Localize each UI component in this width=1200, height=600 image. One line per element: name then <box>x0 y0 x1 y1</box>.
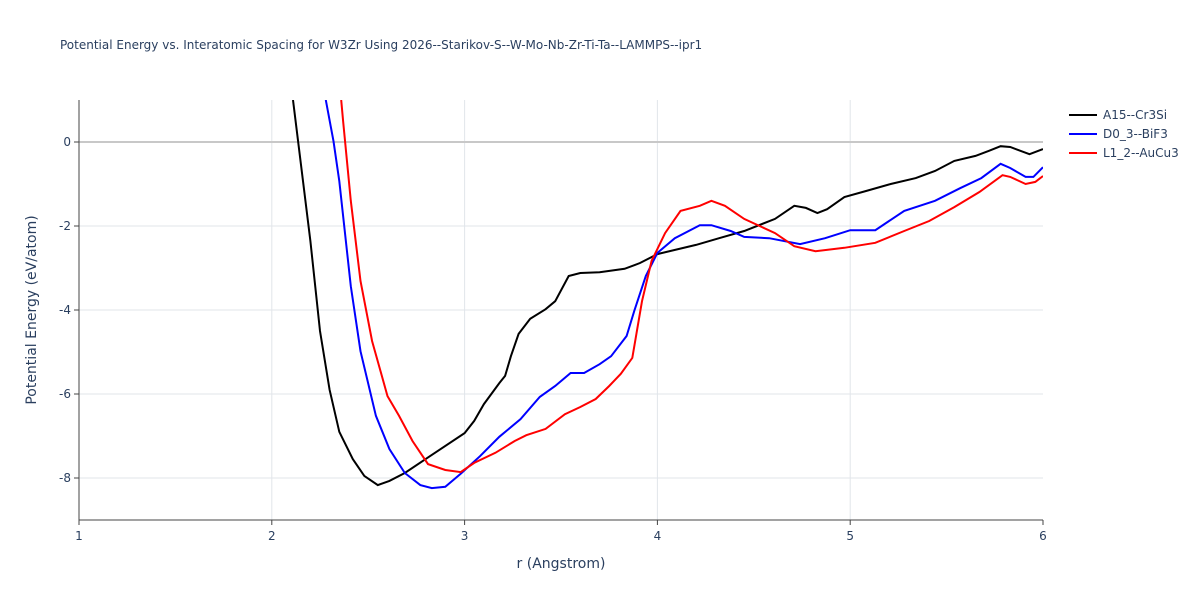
chart-title: Potential Energy vs. Interatomic Spacing… <box>60 38 702 52</box>
grid: 1 2 3 4 5 6 -8 -6 -4 -2 0 <box>59 100 1047 543</box>
x-tick-label: 4 <box>654 529 662 543</box>
x-tick-label: 2 <box>268 529 276 543</box>
y-tick-label: -2 <box>59 219 71 233</box>
plot-area <box>292 100 1043 490</box>
legend: A15--Cr3Si D0_3--BiF3 L1_2--AuCu3 <box>1069 108 1179 160</box>
x-tick-label: 6 <box>1039 529 1047 543</box>
legend-label: L1_2--AuCu3 <box>1103 146 1179 160</box>
legend-label: D0_3--BiF3 <box>1103 127 1168 141</box>
series-line <box>292 100 1043 487</box>
x-tick-label: 5 <box>846 529 854 543</box>
series-line <box>340 100 1043 474</box>
y-tick-label: -6 <box>59 387 71 401</box>
x-tick-label: 1 <box>75 529 83 543</box>
y-tick-label: 0 <box>63 135 71 149</box>
x-axis-title: r (Angstrom) <box>517 556 606 572</box>
y-axis-title: Potential Energy (eV/atom) <box>24 215 40 404</box>
y-tick-label: -4 <box>59 303 71 317</box>
legend-label: A15--Cr3Si <box>1103 108 1167 122</box>
y-tick-label: -8 <box>59 471 71 485</box>
x-tick-label: 3 <box>461 529 469 543</box>
series-line <box>324 100 1043 490</box>
